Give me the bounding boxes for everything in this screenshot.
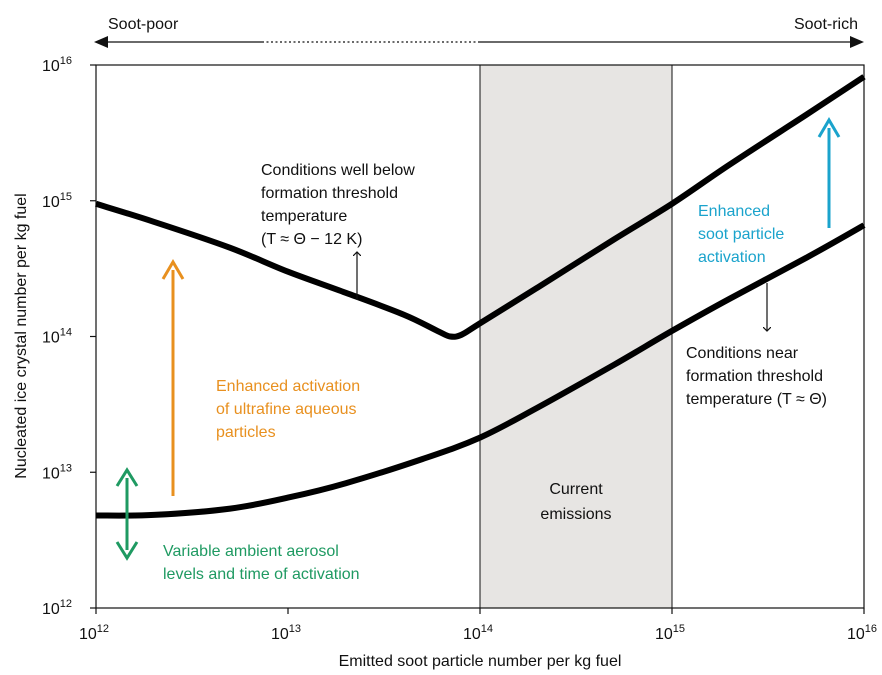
soot-poor-label: Soot-poor [108,16,179,33]
annotation-3-line-3: activation [698,249,766,266]
x-tick-label: 1013 [271,623,301,643]
annotation-2-line-3: temperature (T ≈ Θ) [686,391,827,408]
annotation-5-line-1: Variable ambient aerosol [163,543,339,560]
green-double-arrow [115,467,139,561]
annotation-1-line-4: (T ≈ Θ − 12 K) [261,231,362,248]
series-near-threshold-line [95,222,866,519]
x-tick-label: 1014 [463,623,493,643]
current-emissions-label-line-2: emissions [540,506,611,523]
current-emissions-label-line-1: Current [549,481,603,498]
x-tick-label: 1015 [655,623,685,643]
annotation-1-line-2: formation threshold [261,185,398,202]
x-axis-ticks: 1012 1013 1014 1015 1016 [79,608,877,643]
annotations: Conditions well below formation threshold… [163,162,827,583]
y-tick-label: 1014 [42,327,72,347]
top-axis-arrow [94,36,864,48]
annotation-5-line-2: levels and time of activation [163,566,360,583]
annotation-2-line-2: formation threshold [686,368,823,385]
x-axis-label: Emitted soot particle number per kg fuel [339,653,622,670]
y-tick-label: 1015 [42,191,72,211]
current-emissions-region [479,64,673,609]
annotation-1-line-3: temperature [261,208,347,225]
y-tick-label: 1013 [42,462,72,482]
y-axis-ticks: 1012 1013 1014 1015 1016 [42,55,96,618]
y-tick-label: 1012 [42,598,72,618]
annotation-1-line-1: Conditions well below [261,162,415,179]
cyan-up-arrow [817,117,841,228]
annotation-3-line-2: soot particle [698,226,784,243]
annotation-2-line-1: Conditions near [686,345,799,362]
y-axis-label: Nucleated ice crystal number per kg fuel [13,193,30,478]
x-tick-label: 1012 [79,623,109,643]
series-well-below-threshold-line [95,74,866,340]
annotation-4-line-1: Enhanced activation [216,378,360,395]
annotation-4-line-3: particles [216,424,276,441]
y-tick-label: 1016 [42,55,72,75]
x-tick-label: 1016 [847,623,877,643]
orange-up-arrow [161,259,185,496]
annotation-3-line-1: Enhanced [698,203,770,220]
soot-rich-label: Soot-rich [794,16,858,33]
annotation-4-line-2: of ultrafine aqueous [216,401,357,418]
